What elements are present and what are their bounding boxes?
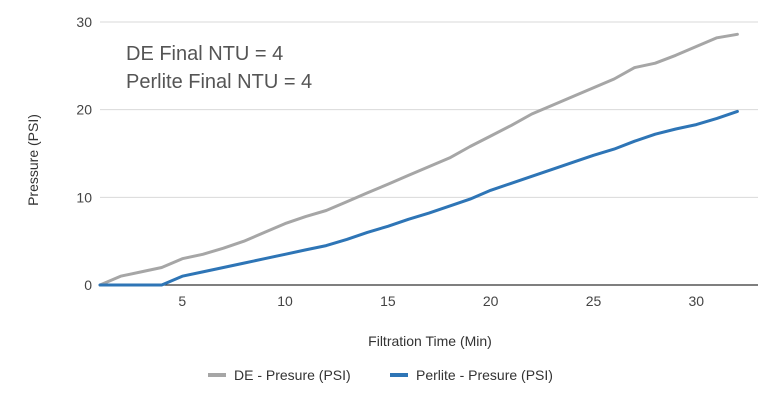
x-tick-label: 5: [178, 293, 186, 309]
y-tick-label: 10: [76, 189, 92, 205]
legend: DE - Presure (PSI) Perlite - Presure (PS…: [208, 367, 553, 383]
x-tick-label: 10: [277, 293, 293, 309]
y-tick-label: 30: [76, 14, 92, 30]
x-tick-label: 25: [586, 293, 602, 309]
x-tick-label: 30: [689, 293, 705, 309]
y-axis-title: Pressure (PSI): [25, 114, 41, 206]
x-tick-label: 15: [380, 293, 396, 309]
annotation-perlite-ntu: Perlite Final NTU = 4: [126, 71, 312, 93]
y-tick-label: 0: [84, 277, 92, 293]
series-line-perlite: [98, 109, 739, 287]
x-axis-ticks: 5 10 15 20 25 30: [178, 293, 704, 309]
series-line-de: [98, 32, 739, 287]
legend-label-de: DE - Presure (PSI): [234, 367, 351, 383]
grid-layer: [100, 21, 758, 286]
series-layer: [98, 32, 739, 287]
x-tick-label: 20: [483, 293, 499, 309]
annotation-de-ntu: DE Final NTU = 4: [126, 43, 283, 65]
legend-label-perlite: Perlite - Presure (PSI): [416, 367, 553, 383]
y-tick-label: 20: [76, 102, 92, 118]
y-axis-ticks: 0 10 20 30: [76, 14, 92, 293]
x-axis-title: Filtration Time (Min): [368, 333, 492, 349]
